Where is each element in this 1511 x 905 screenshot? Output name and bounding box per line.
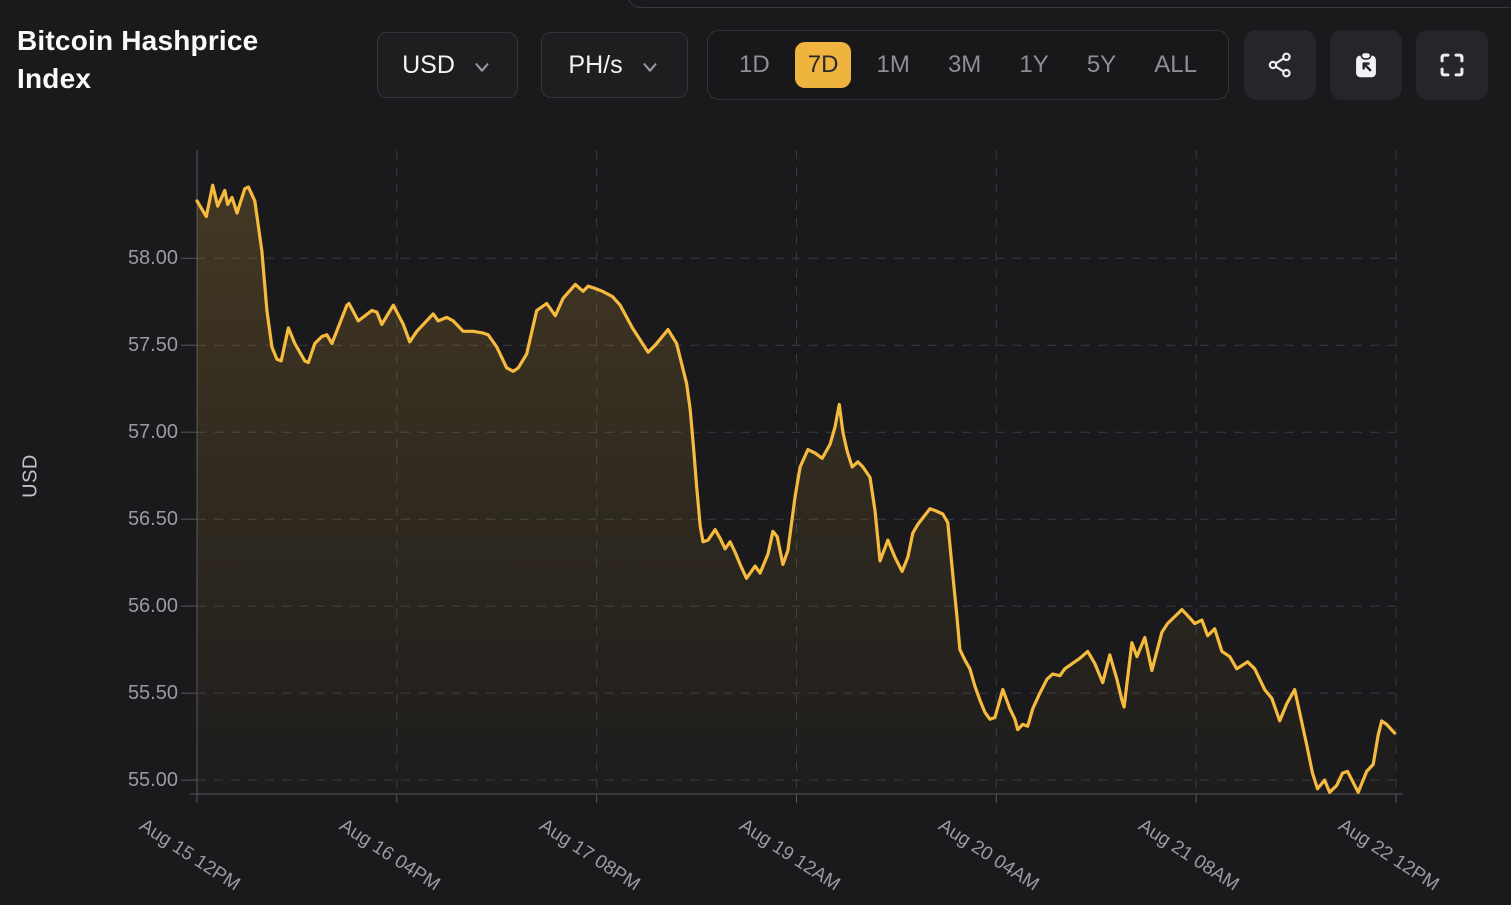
- fullscreen-icon: [1440, 53, 1464, 77]
- currency-dropdown[interactable]: USD: [377, 32, 518, 98]
- share-button[interactable]: [1244, 30, 1316, 100]
- price-line: [195, 183, 1397, 794]
- fullscreen-button[interactable]: [1416, 30, 1488, 100]
- page-title-line2: Index: [17, 63, 92, 94]
- y-axis-label: 56.00: [127, 595, 178, 618]
- range-button-7d[interactable]: 7D: [794, 42, 852, 88]
- chevron-down-icon: [475, 62, 489, 72]
- range-button-5y[interactable]: 5Y: [1074, 42, 1129, 88]
- unit-dropdown-value: PH/s: [568, 50, 623, 79]
- range-button-1y[interactable]: 1Y: [1006, 42, 1061, 88]
- unit-dropdown[interactable]: PH/s: [541, 32, 688, 98]
- y-axis-label: 58.00: [127, 247, 178, 270]
- y-axis-label: 55.00: [127, 769, 178, 792]
- range-button-3m[interactable]: 3M: [935, 42, 994, 88]
- page-title-line1: Bitcoin Hashprice: [17, 25, 259, 56]
- cropped-panel-border: [627, 0, 1511, 8]
- range-button-1m[interactable]: 1M: [864, 42, 923, 88]
- y-axis-title: USD: [19, 454, 42, 498]
- clipboard-export-icon: [1356, 51, 1376, 78]
- range-button-all[interactable]: ALL: [1141, 42, 1210, 88]
- chevron-down-icon: [643, 62, 657, 72]
- page-title: Bitcoin Hashprice Index: [17, 22, 258, 98]
- y-axis-label: 57.00: [127, 421, 178, 444]
- currency-dropdown-value: USD: [402, 50, 455, 79]
- export-button[interactable]: [1330, 30, 1402, 100]
- y-axis-label: 55.50: [127, 682, 178, 705]
- area-fill: [197, 185, 1395, 794]
- range-button-1d[interactable]: 1D: [726, 42, 783, 88]
- time-range-group: 1D 7D 1M 3M 1Y 5Y ALL: [707, 30, 1229, 100]
- y-axis-label: 56.50: [127, 508, 178, 531]
- y-axis-label: 57.50: [127, 334, 178, 357]
- share-icon: [1268, 52, 1291, 78]
